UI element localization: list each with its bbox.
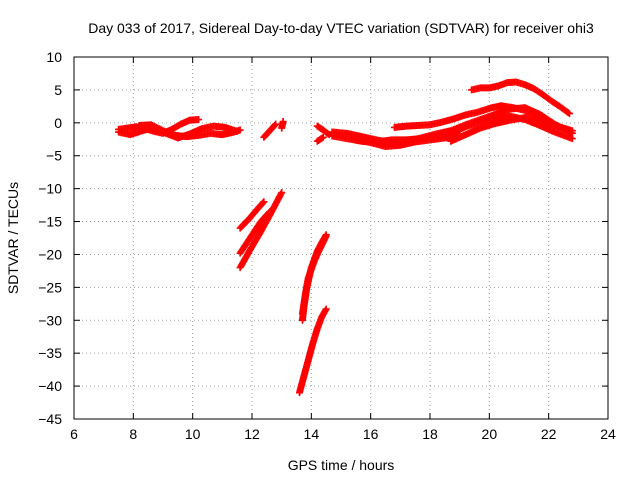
data-points xyxy=(115,78,576,397)
series-track-4 xyxy=(260,120,280,141)
data-point xyxy=(272,120,280,128)
series-track-10 xyxy=(298,232,330,318)
data-point xyxy=(259,199,267,207)
x-tick-label: 8 xyxy=(129,426,137,442)
series-track-17 xyxy=(390,102,553,131)
x-tick-label: 18 xyxy=(422,426,438,442)
series-track-11 xyxy=(295,305,330,397)
x-tick-label: 12 xyxy=(244,426,260,442)
y-tick-label: −5 xyxy=(46,148,62,164)
y-tick-label: −25 xyxy=(38,279,62,295)
x-tick-label: 16 xyxy=(363,426,379,442)
data-point xyxy=(319,133,327,141)
x-axis-label: GPS time / hours xyxy=(288,457,395,473)
series-track-16 xyxy=(352,131,464,151)
data-point xyxy=(565,110,573,118)
data-point xyxy=(279,118,287,126)
data-point xyxy=(322,305,330,313)
y-tick-label: −30 xyxy=(38,312,62,328)
series-track-5 xyxy=(278,118,287,132)
series-track-13 xyxy=(313,133,327,145)
series-track-3 xyxy=(135,121,244,141)
y-tick-label: −35 xyxy=(38,345,62,361)
y-tick-label: −45 xyxy=(38,411,62,427)
y-tick-label: 5 xyxy=(54,82,62,98)
series-track-6 xyxy=(236,198,268,232)
x-tick-label: 14 xyxy=(304,426,320,442)
data-point xyxy=(271,121,279,129)
data-point xyxy=(324,130,332,138)
data-point xyxy=(568,127,576,135)
series-track-18 xyxy=(447,114,576,145)
plot-area-border xyxy=(73,56,609,420)
x-tick-label: 10 xyxy=(185,426,201,442)
x-tick-label: 6 xyxy=(70,426,78,442)
axis-ticks: 6 8 10 12 14 16 18 20 22 24 10 5 0 −5 −10 −15 −20 −25 −30 −… xyxy=(38,49,616,442)
y-tick-label: −15 xyxy=(38,214,62,230)
data-point xyxy=(195,116,203,124)
data-point xyxy=(564,109,572,117)
series-track-8 xyxy=(236,189,286,272)
x-tick-label: 20 xyxy=(482,426,498,442)
y-axis-label: SDTVAR / TECUs xyxy=(5,182,21,294)
y-tick-label: 0 xyxy=(54,115,62,131)
data-point xyxy=(322,232,330,240)
data-point xyxy=(236,126,244,134)
series-track-15 xyxy=(328,104,576,147)
series-track-19 xyxy=(468,78,573,118)
data-point xyxy=(260,198,268,206)
chart-title: Day 033 of 2017, Sidereal Day-to-day VTE… xyxy=(88,20,594,36)
grid-lines xyxy=(74,57,608,419)
y-tick-label: 10 xyxy=(46,49,62,65)
data-point xyxy=(278,189,286,197)
y-tick-label: −20 xyxy=(38,246,62,262)
x-tick-label: 22 xyxy=(541,426,557,442)
x-tick-label: 24 xyxy=(600,426,616,442)
y-tick-label: −40 xyxy=(38,378,62,394)
y-tick-label: −10 xyxy=(38,181,62,197)
